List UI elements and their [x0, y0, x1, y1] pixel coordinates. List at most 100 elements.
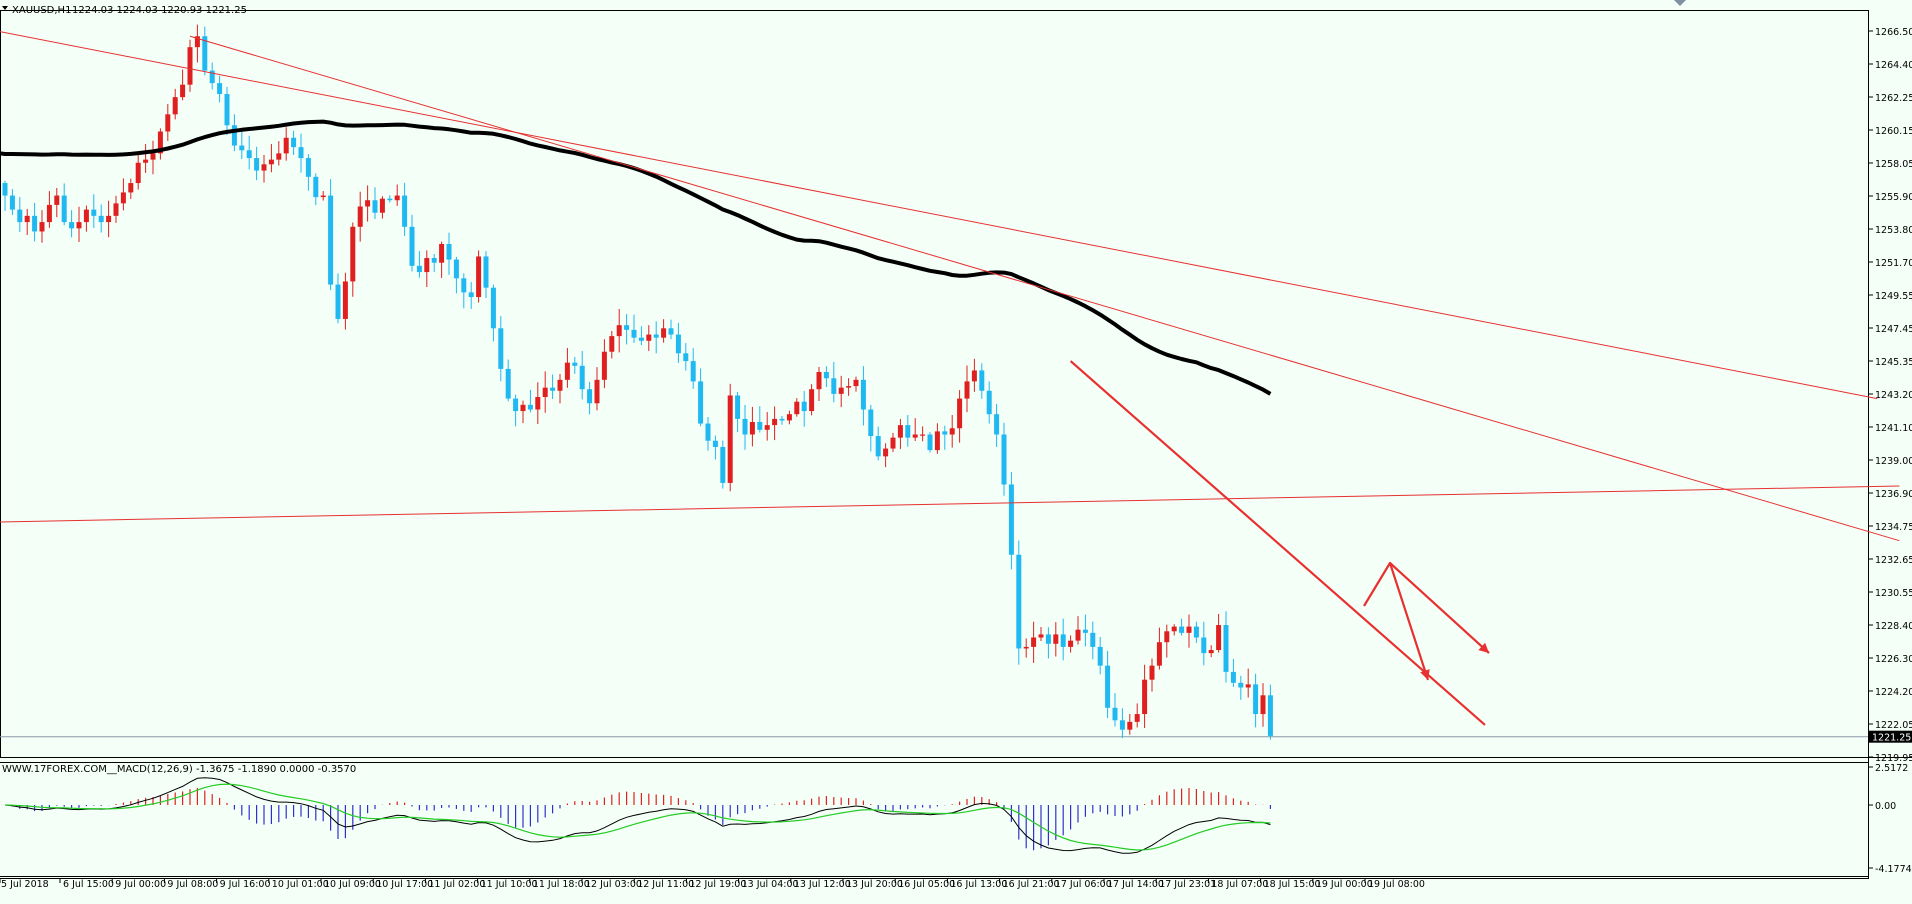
candle [1238, 675, 1244, 700]
candle-body [1223, 625, 1229, 672]
candle [239, 130, 245, 160]
candle-body [365, 200, 371, 207]
candle-body [905, 425, 911, 438]
candle-body [727, 395, 733, 483]
candle-body [786, 414, 792, 421]
candle [594, 367, 600, 411]
candle-body [32, 215, 38, 232]
candle-body [564, 362, 570, 380]
price-tick-label: 1255.90 [1875, 192, 1912, 203]
candle [587, 381, 593, 415]
candle [1201, 621, 1207, 666]
price-axis: 1266.50 1264.40 1262.25 1260.15 1258.05 1255.… [1868, 27, 1912, 764]
candle [979, 363, 985, 399]
price-tick-label: 1253.80 [1875, 225, 1912, 236]
candle [261, 154, 267, 183]
candle-body [165, 114, 171, 132]
candle-body [646, 334, 652, 341]
ohlc-label: 1224.03 1224.03 1220.93 1221.25 [72, 5, 247, 16]
macd-title: WWW.17FOREX.COM__MACD(12,26,9) -1.3675 -… [2, 764, 356, 775]
candle-body [335, 284, 341, 319]
candle [949, 414, 955, 448]
chart-shift-icon[interactable] [1674, 0, 1686, 6]
candle [268, 144, 274, 173]
time-tick-label: 12 Jul 03:00 [585, 879, 642, 890]
candle [135, 154, 141, 190]
candle [1149, 658, 1155, 692]
candle-body [572, 362, 578, 366]
candle [76, 206, 82, 243]
candle [868, 405, 874, 452]
price-tick-label: 1234.75 [1875, 522, 1912, 533]
price-tick-label: 1249.55 [1875, 291, 1912, 302]
candle-body [431, 258, 437, 263]
candle [920, 426, 926, 442]
candle-body [98, 215, 104, 223]
candle-body [1001, 434, 1007, 485]
candle-body [513, 398, 519, 412]
candle [698, 368, 704, 427]
candle-body [24, 215, 30, 223]
candle [705, 417, 711, 451]
candle [283, 127, 289, 161]
candle [387, 195, 393, 203]
candle-body [143, 159, 149, 163]
time-tick-label: 17 Jul 14:00 [1107, 879, 1164, 890]
candle-body [535, 397, 541, 410]
candle [1053, 622, 1059, 657]
price-tick-label: 1232.65 [1875, 555, 1912, 566]
candle-body [157, 131, 163, 154]
candle [905, 414, 911, 447]
price-tick-label: 1245.35 [1875, 357, 1912, 368]
candle-body [868, 409, 874, 437]
candle [194, 24, 200, 63]
candle [439, 241, 445, 278]
candle [431, 254, 437, 272]
candle [1179, 618, 1185, 636]
candle [513, 394, 519, 427]
candle [46, 191, 52, 228]
candle-body [920, 434, 926, 436]
trendline-horizontal [0, 485, 1900, 523]
price-tick-label: 1251.70 [1875, 258, 1912, 269]
candle [453, 256, 459, 294]
time-tick-label: 18 Jul 07:00 [1211, 879, 1268, 890]
projection-arrow-right [1389, 562, 1490, 654]
candle-body [1267, 695, 1273, 736]
candle-body [624, 325, 630, 330]
dropdown-triangle-icon[interactable] [2, 6, 8, 10]
candle-body [91, 209, 97, 216]
candle-body [394, 195, 400, 201]
candle [786, 410, 792, 425]
candle [17, 197, 23, 232]
price-tick-label: 1226.30 [1875, 654, 1912, 665]
candle [860, 366, 866, 426]
candle-body [690, 361, 696, 382]
candle [742, 404, 748, 450]
candle [357, 191, 363, 242]
candle [1260, 683, 1266, 727]
macd-tick-label: 2.5172 [1875, 763, 1908, 774]
candle [1023, 638, 1029, 658]
time-tick-label: 11 Jul 02:00 [428, 879, 485, 890]
candle [32, 202, 38, 242]
candle-body [416, 265, 422, 273]
time-tick-label: 11 Jul 18:00 [533, 879, 590, 890]
candle-body [550, 387, 556, 391]
candle-body [675, 334, 681, 354]
time-tick-label: 12 Jul 11:00 [637, 879, 694, 890]
candle [291, 130, 297, 155]
candle-body [809, 389, 815, 412]
candle-body [994, 414, 1000, 435]
candle [1045, 627, 1051, 659]
candle-body [39, 222, 45, 232]
time-tick-label: 10 Jul 17:00 [376, 879, 433, 890]
candle-body [106, 215, 112, 223]
projection-arrows [1363, 561, 1490, 681]
candle-body [1038, 634, 1044, 638]
candle [927, 432, 933, 453]
candle [61, 183, 67, 226]
candle-body [76, 222, 82, 229]
candle [624, 313, 630, 345]
candle-body [749, 422, 755, 435]
